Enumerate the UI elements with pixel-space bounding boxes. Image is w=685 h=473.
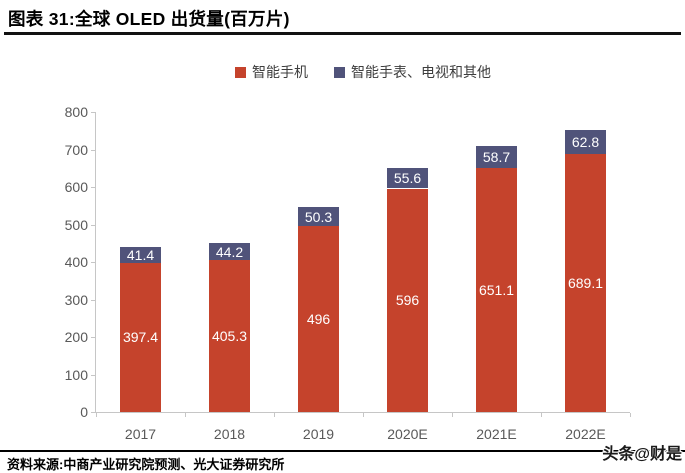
bar-segment-others [565, 130, 606, 154]
bar-value-others: 55.6 [393, 170, 422, 187]
bar-segment-others [476, 145, 517, 168]
bar-value-smartphone: 651.1 [478, 281, 515, 298]
legend-item-smartphone: 智能手机 [235, 62, 308, 82]
bar-segment-smartphone [476, 167, 517, 412]
legend-label-others: 智能手表、电视和其他 [351, 64, 491, 80]
bar-value-others: 62.8 [571, 133, 600, 150]
y-axis-tick [91, 112, 95, 113]
y-axis-tick [91, 149, 95, 151]
x-axis-tick [452, 413, 453, 417]
y-axis-tick-label: 800 [64, 104, 88, 120]
legend-swatch-smartphone-icon [235, 66, 246, 78]
legend-label-smartphone: 智能手机 [252, 64, 308, 80]
y-axis-tick-label: 200 [64, 329, 88, 345]
y-axis-tick [91, 224, 95, 226]
footer-divider [0, 450, 685, 452]
bar-segment-smartphone [565, 153, 606, 412]
x-axis-category-label: 2022E [565, 426, 606, 442]
y-axis-tick [91, 299, 95, 301]
x-axis-category-label: 2019 [302, 426, 335, 442]
bar-segment-smartphone [387, 188, 428, 412]
y-axis-tick [91, 187, 95, 188]
y-axis-tick-label: 700 [64, 141, 88, 158]
y-axis-tick-label: 0 [80, 404, 88, 420]
x-axis-category-label: 2018 [213, 426, 246, 442]
bar-segment-smartphone [120, 262, 161, 412]
bar-value-smartphone: 689.1 [567, 274, 604, 291]
y-axis-tick-label: 100 [64, 366, 88, 383]
bar-value-smartphone: 397.4 [122, 329, 159, 346]
x-axis-category-label: 2020E [387, 426, 428, 442]
y-axis-tick-label: 300 [64, 291, 88, 308]
bar-value-smartphone: 496 [306, 311, 331, 327]
x-axis-tick [541, 413, 542, 417]
bar-value-others: 50.3 [304, 208, 333, 225]
x-axis-tick [630, 413, 631, 417]
y-axis-tick-label: 400 [64, 254, 88, 270]
watermark: 头条@财是 [602, 446, 682, 463]
y-axis-tick [91, 337, 95, 338]
bar-segment-others [298, 207, 339, 226]
bar-value-others: 44.2 [215, 243, 244, 260]
x-axis-tick [274, 413, 275, 417]
x-axis-category-label: 2021E [476, 426, 517, 442]
legend-swatch-others-icon [334, 66, 345, 78]
bar-value-smartphone: 596 [395, 292, 420, 309]
bar-segment-others [120, 247, 161, 263]
y-axis-tick [91, 262, 95, 263]
y-axis-line [95, 112, 96, 413]
figure-title: 图表 31:全球 OLED 出货量(百万片) [8, 9, 290, 29]
chart-legend: 智能手机 智能手表、电视和其他 [96, 62, 630, 82]
x-axis-tick [363, 413, 364, 417]
bar-segment-smartphone [209, 260, 250, 412]
x-axis-line [96, 412, 630, 413]
y-axis-tick [91, 374, 95, 376]
x-axis-tick [185, 413, 186, 417]
y-axis-tick-label: 500 [64, 216, 88, 233]
y-axis-tick [91, 412, 95, 413]
source-note: 资料来源:中商产业研究院预测、光大证券研究所 [7, 457, 285, 472]
bar-value-others: 58.7 [482, 148, 511, 165]
x-axis-tick [96, 413, 97, 417]
legend-item-others: 智能手表、电视和其他 [334, 62, 491, 82]
title-divider [4, 32, 681, 35]
bar-value-smartphone: 405.3 [211, 328, 248, 344]
bar-value-others: 41.4 [126, 247, 155, 264]
x-axis-category-label: 2017 [124, 426, 157, 442]
bar-segment-others [387, 167, 428, 189]
y-axis-tick-label: 600 [64, 179, 88, 195]
bar-segment-others [209, 243, 250, 260]
bar-segment-smartphone [298, 226, 339, 412]
